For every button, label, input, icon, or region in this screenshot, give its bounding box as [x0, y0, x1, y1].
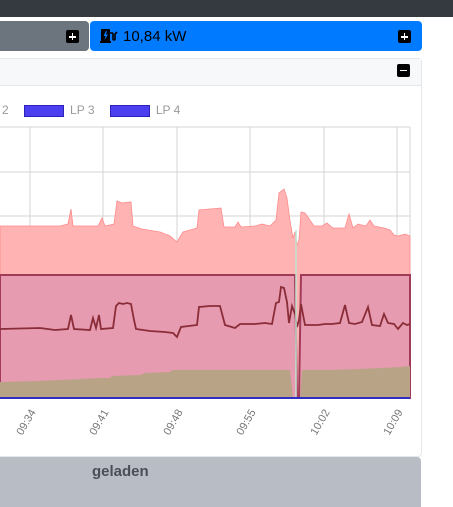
expand-plus-icon[interactable]: [66, 30, 79, 43]
status-card: geladen: [0, 457, 421, 507]
top-navbar: [0, 0, 453, 17]
legend-swatch-lp3: [24, 104, 65, 117]
expand-plus-icon[interactable]: [398, 30, 411, 43]
chart-panel-header: [0, 59, 421, 86]
legend-item[interactable]: 2: [2, 102, 9, 117]
legend-swatch-lp4: [109, 104, 150, 117]
legend-item-lp4[interactable]: LP 4: [109, 103, 180, 117]
x-tick-label: 10:09: [381, 408, 405, 438]
x-tick-label: 09:41: [87, 408, 111, 438]
charging-station-icon: [100, 29, 118, 43]
x-tick-label: 10:02: [308, 408, 332, 438]
x-tick-label: 09:55: [234, 408, 258, 438]
legend-item-lp3[interactable]: LP 3: [24, 103, 95, 117]
chart-legend: 2 LP 3 LP 4: [2, 102, 192, 117]
charging-power-card[interactable]: 10,84 kW: [90, 21, 422, 51]
charged-label: geladen: [92, 463, 149, 480]
charging-power-value: 10,84 kW: [123, 28, 187, 45]
power-card-grey[interactable]: [0, 21, 89, 51]
x-tick-label: 09:34: [14, 408, 38, 438]
x-tick-labels: 09:34 09:41 09:48 09:55 10:02 10:09: [14, 408, 405, 438]
collapse-minus-icon[interactable]: [397, 64, 410, 77]
lower-area: [0, 366, 410, 398]
power-line: [0, 285, 411, 339]
x-tick-label: 09:48: [161, 408, 185, 438]
power-chart: 09:34 09:41 09:48 09:55 10:02 10:09: [0, 126, 411, 438]
